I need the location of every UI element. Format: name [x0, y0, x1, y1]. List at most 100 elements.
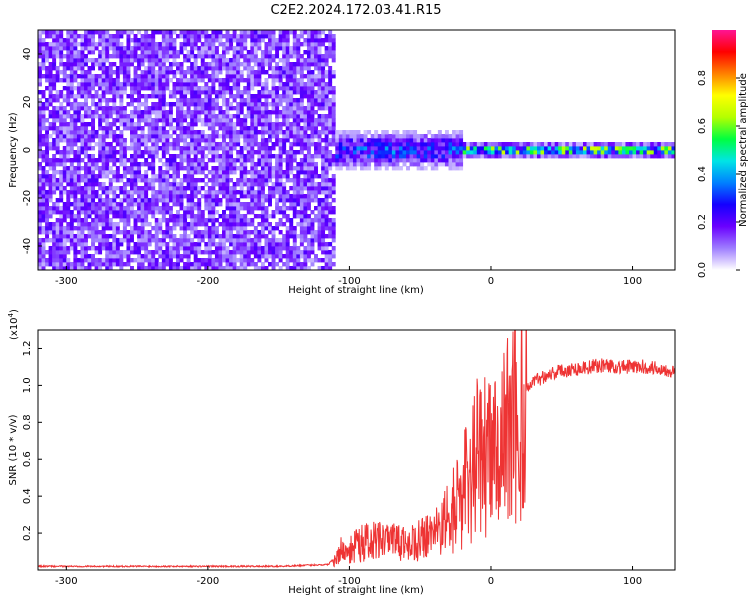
spectrogram-cell [229, 258, 234, 263]
spectrogram-cell [91, 178, 96, 183]
spectrogram-cell [190, 198, 195, 203]
spectrogram-cell [317, 38, 322, 43]
spectrogram-cell [282, 214, 287, 219]
spectrogram-cell [225, 46, 230, 51]
spectrogram-cell [48, 254, 53, 259]
spectrogram-cell [306, 226, 311, 231]
spectrogram-cell [278, 250, 283, 255]
spectrogram-cell [190, 150, 195, 155]
spectrogram-cell [243, 218, 248, 223]
spectrogram-cell [257, 66, 262, 71]
spectrogram-cell [437, 142, 442, 147]
spectrogram-cell [66, 110, 71, 115]
spectrogram-cell [52, 138, 57, 143]
spectrogram-cell [176, 246, 180, 251]
spectrogram-cell [268, 150, 272, 155]
spectrogram-cell [122, 62, 127, 67]
spectrogram-cell [292, 90, 297, 95]
spectrogram-cell [119, 70, 124, 75]
spectrogram-cell [165, 66, 170, 71]
spectrogram-cell [76, 134, 81, 139]
spectrogram-cell [193, 226, 198, 231]
spectrogram-cell [126, 38, 131, 43]
spectrogram-cell [130, 158, 134, 163]
spectrogram-cell [253, 254, 258, 259]
spectrogram-cell [119, 54, 124, 59]
spectrogram-cell [172, 174, 177, 179]
spectrogram-cell [321, 42, 326, 47]
spectrogram-cell [547, 150, 552, 155]
spectrogram-cell [264, 162, 269, 167]
spectrogram-cell [179, 194, 184, 199]
spectrogram-cell [515, 142, 520, 147]
spectrogram-cell [282, 86, 287, 91]
spectrogram-cell [38, 266, 42, 270]
spectrogram-cell [342, 146, 347, 151]
spectrogram-cell [137, 234, 142, 239]
spectrogram-cell [303, 186, 308, 191]
spectrogram-cell [271, 54, 276, 59]
spectrogram-cell [214, 242, 219, 247]
spectrogram-cell [275, 74, 280, 79]
spectrogram-cell [112, 190, 117, 195]
spectrogram-cell [246, 78, 251, 83]
spectrogram-cell [101, 182, 106, 187]
spectrogram-cell [321, 126, 326, 131]
spectrogram-cell [144, 106, 149, 111]
spectrogram-cell [168, 106, 173, 111]
spectrogram-cell [176, 70, 180, 75]
spectrogram-cell [108, 182, 113, 187]
spectrogram-cell [84, 46, 88, 51]
spectrogram-cell [232, 122, 237, 127]
spectrogram-cell [306, 126, 311, 131]
spectrogram-cell [197, 230, 202, 235]
spectrogram-cell [303, 110, 308, 115]
spectrogram-cell [356, 150, 361, 155]
spectrogram-cell [271, 126, 276, 131]
spectrogram-cell [137, 30, 142, 35]
spectrogram-cell [214, 146, 219, 151]
spectrogram-cell [211, 146, 216, 151]
spectrogram-cell [98, 154, 103, 159]
spectrogram-cell [363, 142, 368, 147]
spectrogram-cell [186, 70, 191, 75]
spectrogram-cell [572, 150, 577, 155]
spectrogram-cell [278, 142, 283, 147]
spectrogram-cell [176, 138, 180, 143]
spectrogram-cell [204, 86, 209, 91]
spectrogram-cell [165, 250, 170, 255]
spectrogram-cell [324, 130, 329, 135]
spectrogram-cell [253, 242, 258, 247]
spectrogram-cell [275, 134, 280, 139]
spectrogram-cell [190, 174, 195, 179]
spectrogram-cell [324, 222, 329, 227]
spectrogram-cell [285, 242, 290, 247]
spectrogram-cell [126, 58, 131, 63]
spectrogram-cell [186, 202, 191, 207]
spectrogram-cell [310, 218, 315, 223]
spectrogram-cell [119, 86, 124, 91]
spectrogram-cell [151, 102, 156, 107]
spectrogram-cell [275, 170, 280, 175]
spectrogram-cell [338, 142, 343, 147]
spectrogram-cell [243, 254, 248, 259]
spectrogram-cell [130, 238, 134, 243]
spectrogram-cell [211, 222, 216, 227]
spectrogram-cell [211, 70, 216, 75]
spectrogram-cell [328, 38, 333, 43]
spectrogram-cell [76, 130, 81, 135]
spectrogram-cell [69, 30, 74, 35]
spectrogram-cell [41, 202, 46, 207]
spectrogram-cell [66, 266, 71, 270]
spectrogram-cell [176, 214, 180, 219]
spectrogram-cell [84, 198, 88, 203]
spectrogram-cell [62, 162, 67, 167]
spectrogram-cell [299, 190, 304, 195]
spectrogram-cell [204, 222, 209, 227]
spectrogram-cell [76, 58, 81, 63]
spectrogram-cell [289, 122, 294, 127]
spectrogram-cell [225, 238, 230, 243]
spectrogram-cell [289, 226, 294, 231]
spectrogram-cell [204, 146, 209, 151]
spectrogram-cell [317, 206, 322, 211]
